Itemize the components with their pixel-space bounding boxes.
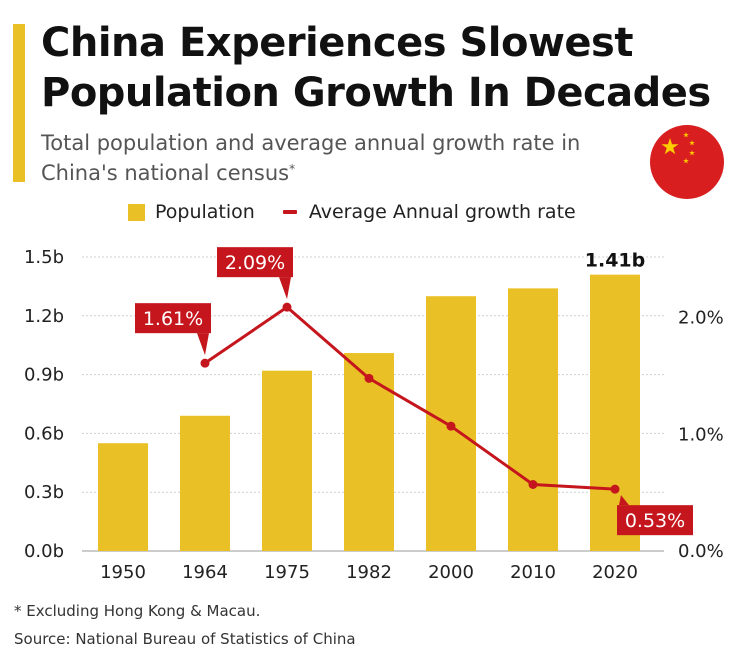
legend-growth-label: Average Annual growth rate: [308, 201, 576, 223]
population-bar-1950: [98, 443, 148, 551]
growth-data-label: 2.09%: [225, 252, 285, 274]
legend-population-label: Population: [155, 201, 255, 223]
subtitle-text: Total population and average annual grow…: [41, 131, 581, 185]
growth-rate-point-1964: [200, 358, 210, 368]
legend-population-swatch: [128, 203, 145, 221]
title-accent-bar: [13, 24, 25, 182]
x-axis-tick-label: 2010: [510, 562, 556, 583]
population-data-label: 1.41b: [585, 250, 645, 272]
legend: Population Average Annual growth rate: [128, 197, 576, 227]
growth-rate-point-1982: [364, 373, 374, 383]
footnote: * Excluding Hong Kong & Macau.: [14, 602, 261, 620]
left-axis-tick-label: 1.2b: [24, 306, 64, 327]
x-axis-tick-label: 1975: [264, 562, 310, 583]
legend-growth-swatch: [282, 210, 297, 214]
growth-rate-point-2020: [610, 484, 620, 494]
right-axis-tick-label: 1.0%: [678, 424, 724, 445]
left-axis-tick-label: 0.9b: [24, 365, 64, 386]
right-axis-tick-label: 2.0%: [678, 308, 724, 329]
growth-rate-point-2000: [446, 421, 456, 431]
x-axis-tick-label: 1964: [182, 562, 228, 583]
growth-data-label: 1.61%: [143, 308, 203, 330]
population-bar-2020: [590, 274, 640, 551]
chart-title: China Experiences Slowest Population Gro…: [41, 20, 711, 116]
growth-callout-box: [217, 247, 293, 278]
left-axis-tick-label: 0.3b: [24, 482, 64, 503]
growth-callout-box: [617, 505, 693, 536]
x-axis-tick-label: 1950: [100, 562, 146, 583]
left-axis-tick-label: 1.5b: [24, 247, 64, 268]
x-axis-tick-label: 2000: [428, 562, 474, 583]
growth-data-label: 0.53%: [625, 510, 685, 532]
chart-subtitle: Total population and average annual grow…: [41, 128, 631, 188]
left-axis-tick-label: 0.0b: [24, 541, 64, 562]
population-bar-2010: [508, 288, 558, 551]
x-axis-tick-label: 1982: [346, 562, 392, 583]
growth-callout-pointer: [197, 333, 209, 356]
population-bar-1975: [262, 370, 312, 551]
growth-callout-box: [135, 303, 211, 334]
right-axis-tick-label: 0.0%: [678, 541, 724, 562]
left-axis-tick-label: 0.6b: [24, 423, 64, 444]
population-bar-1964: [180, 415, 230, 551]
china-flag-icon: [650, 125, 724, 199]
growth-callout-pointer: [619, 495, 629, 506]
growth-rate-line: [204, 305, 616, 491]
growth-rate-point-2010: [528, 480, 538, 489]
population-bar-1982: [344, 353, 394, 551]
growth-rate-point-1975: [282, 302, 292, 312]
subtitle-footnote-marker: *: [289, 162, 296, 176]
growth-callout-pointer: [279, 277, 291, 300]
x-axis-tick-label: 2020: [592, 562, 638, 583]
source: Source: National Bureau of Statistics of…: [14, 630, 356, 648]
population-chart: 0.0b 0.3b 0.6b 0.9b 1.2b 1.5b 0.0% 1.0% 2.0% 1950…: [24, 247, 724, 583]
